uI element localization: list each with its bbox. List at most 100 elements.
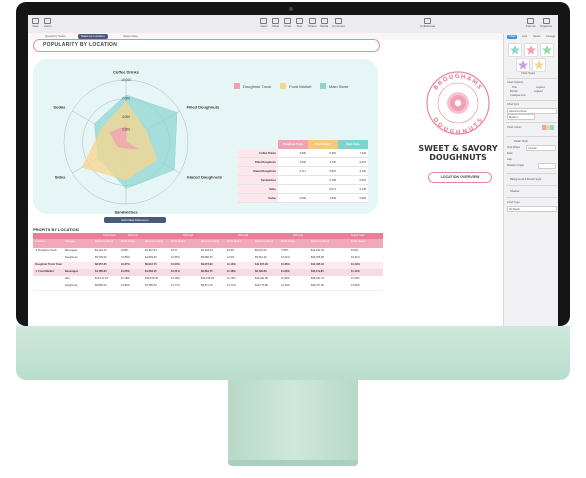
chart-type-select[interactable]: 2D Radar	[507, 206, 557, 212]
row-header[interactable]: Glazed Doughnuts	[238, 166, 278, 176]
pivot-cell[interactable]: $10,679.00	[145, 277, 158, 280]
pivot-cell[interactable]: 12.18%	[171, 277, 180, 280]
table-cell[interactable]: 4,599	[308, 193, 338, 203]
text-button[interactable]: Text	[296, 18, 303, 28]
view-button[interactable]: View	[32, 18, 39, 28]
pivot-cell[interactable]: $13,773.80	[255, 284, 268, 287]
sidebar-tab-axis[interactable]: Axis	[522, 35, 527, 38]
pivot-cell[interactable]: $10,238.25	[201, 277, 214, 280]
table-button[interactable]: Table	[272, 18, 279, 28]
pivot-cell[interactable]: $24,455.80	[311, 256, 324, 259]
pivot-cell[interactable]: Doughnut Truck Total	[35, 263, 62, 266]
chart-style-swatch[interactable]	[532, 58, 546, 72]
pivot-cell[interactable]: 11.14%	[351, 270, 360, 273]
pivot-cell[interactable]: 11.53%	[351, 277, 360, 280]
pivot-cell[interactable]: $32,707.90	[311, 284, 324, 287]
collapse-axis-checkbox[interactable]: Collapse Axis	[510, 94, 526, 97]
media-button[interactable]: Media	[320, 18, 328, 28]
pivot-cell[interactable]: $6,871.15	[201, 284, 213, 287]
pivot-cell[interactable]: $5,080.60	[201, 256, 213, 259]
pivot-cell[interactable]: $11,657.90	[255, 263, 268, 266]
pivot-cell[interactable]: 11.92%	[281, 277, 290, 280]
table-cell[interactable]: 6,108	[308, 175, 338, 185]
table-cell[interactable]: 5,148	[338, 184, 368, 194]
chart-colors-picker[interactable]	[542, 125, 554, 130]
pivot-cell[interactable]: 10.26%	[281, 263, 290, 266]
pivot-cell[interactable]: $4,849.30	[145, 256, 157, 259]
pivot-cell[interactable]: ▼ Food Market	[35, 270, 54, 273]
tab-sales-data[interactable]: Sales Data	[123, 34, 138, 38]
table-cell[interactable]: 3,722	[308, 157, 338, 167]
pivot-cell[interactable]: 13.80%	[121, 284, 130, 287]
edit-data-button[interactable]: Edit Data Reference	[104, 217, 166, 223]
pivot-cell[interactable]: $5,850.00	[95, 284, 107, 287]
pivot-cell[interactable]: 9.31%	[227, 256, 235, 259]
pivot-cell[interactable]: 11.18%	[121, 277, 130, 280]
pivot-cell[interactable]: $7,085.30	[145, 284, 157, 287]
table-cell[interactable]: 2,217	[278, 166, 308, 176]
pivot-cell[interactable]: 10.41%	[351, 256, 360, 259]
pivot-cell[interactable]: $4,193.30	[201, 249, 213, 252]
pivot-cell[interactable]: 10.86%	[121, 256, 130, 259]
row-header[interactable]: Coffee Drinks	[238, 149, 278, 158]
pivot-cell[interactable]: $9,273.90	[201, 263, 213, 266]
table-cell[interactable]: 6,618	[338, 175, 368, 185]
pivot-cell[interactable]: 10.65%	[171, 256, 180, 259]
pivot-cell[interactable]: $14,061.80	[255, 277, 268, 280]
background-border-style-toggle[interactable]: Background & Border Style	[510, 178, 542, 181]
pivot-cell[interactable]: 11.75%	[227, 277, 236, 280]
pivot-cell[interactable]: $36,401.70	[311, 277, 324, 280]
pivot-cell[interactable]: 11.03%	[281, 270, 290, 273]
chart-style-swatch[interactable]	[524, 43, 538, 57]
pivot-cell[interactable]: ▼ Doughnut Truck	[35, 249, 57, 252]
row-header[interactable]: Sodas	[238, 193, 278, 203]
sidebar-tab-series[interactable]: Series	[533, 35, 541, 38]
rotation-angle-field[interactable]	[538, 163, 556, 169]
pivot-cell[interactable]: 8.23%	[227, 249, 235, 252]
pivot-cell[interactable]: 10.67%	[121, 263, 130, 266]
pivot-cell[interactable]: $2,322.15	[95, 249, 107, 252]
pivot-cell[interactable]: $14,513.30	[311, 249, 324, 252]
pivot-cell[interactable]: 14.30%	[281, 284, 290, 287]
pivot-cell[interactable]: 14.71%	[227, 284, 236, 287]
location-overview-button[interactable]: LOCATION OVERVIEW	[428, 172, 492, 183]
table-cell[interactable]	[278, 175, 308, 185]
shape-button[interactable]: Shape	[308, 18, 317, 28]
pivot-cell[interactable]: $1,063.15	[145, 270, 157, 273]
summary-table[interactable]: Doughnut Truck Food Market Main Store Co…	[238, 140, 368, 203]
format-button[interactable]: Format	[526, 18, 536, 28]
chart-style-swatch[interactable]	[540, 43, 554, 57]
pivot-cell[interactable]: 7.95%	[281, 249, 289, 252]
pivot-cell[interactable]: 10.03%	[171, 263, 180, 266]
table-cell[interactable]: 3,050	[278, 193, 308, 203]
pivot-cell[interactable]: $8,057.35	[95, 263, 107, 266]
pivot-cell[interactable]: $44,111.85	[311, 270, 324, 273]
pivot-cell[interactable]: $1,397.30	[145, 249, 157, 252]
organize-button[interactable]: Organize	[540, 18, 552, 28]
table-cell[interactable]: 5,801	[308, 166, 338, 176]
table-cell[interactable]: 9,476	[338, 157, 368, 167]
table-cell[interactable]: 9,146	[338, 166, 368, 176]
table-cell[interactable]: 8,071	[308, 184, 338, 194]
pivot-cell[interactable]: $6,684.75	[201, 270, 213, 273]
legend-checkbox[interactable]: Legend	[534, 90, 543, 93]
table-cell[interactable]	[278, 184, 308, 194]
pivot-cell[interactable]: 8.28%	[121, 249, 129, 252]
table-cell[interactable]: 3,000	[278, 157, 308, 167]
tab-quarterly-sales[interactable]: Quarterly Sales	[45, 34, 66, 38]
pivot-cell[interactable]: 11.18%	[227, 270, 236, 273]
pivot-cell[interactable]: $5,262.30	[255, 256, 267, 259]
table-cell[interactable]: 7,649	[338, 149, 368, 158]
pivot-cell[interactable]: 14.77%	[171, 284, 180, 287]
pivot-cell[interactable]: 14.06%	[351, 284, 360, 287]
pivot-cell[interactable]: $5,735.20	[95, 256, 107, 259]
pivot-cell[interactable]: 11.05%	[121, 270, 130, 273]
row-header[interactable]: Sandwiches	[238, 175, 278, 185]
chart-button[interactable]: Chart	[284, 18, 291, 28]
pivot-cell[interactable]: $41,495.10	[311, 263, 324, 266]
insert-button[interactable]: Insert	[260, 18, 268, 28]
pivot-cell[interactable]: $1,785.30	[95, 270, 107, 273]
pivot-cell[interactable]: Beverages	[65, 249, 78, 252]
row-header[interactable]: Sides	[238, 184, 278, 194]
sidebar-tab-arrange[interactable]: Arrange	[546, 35, 556, 38]
